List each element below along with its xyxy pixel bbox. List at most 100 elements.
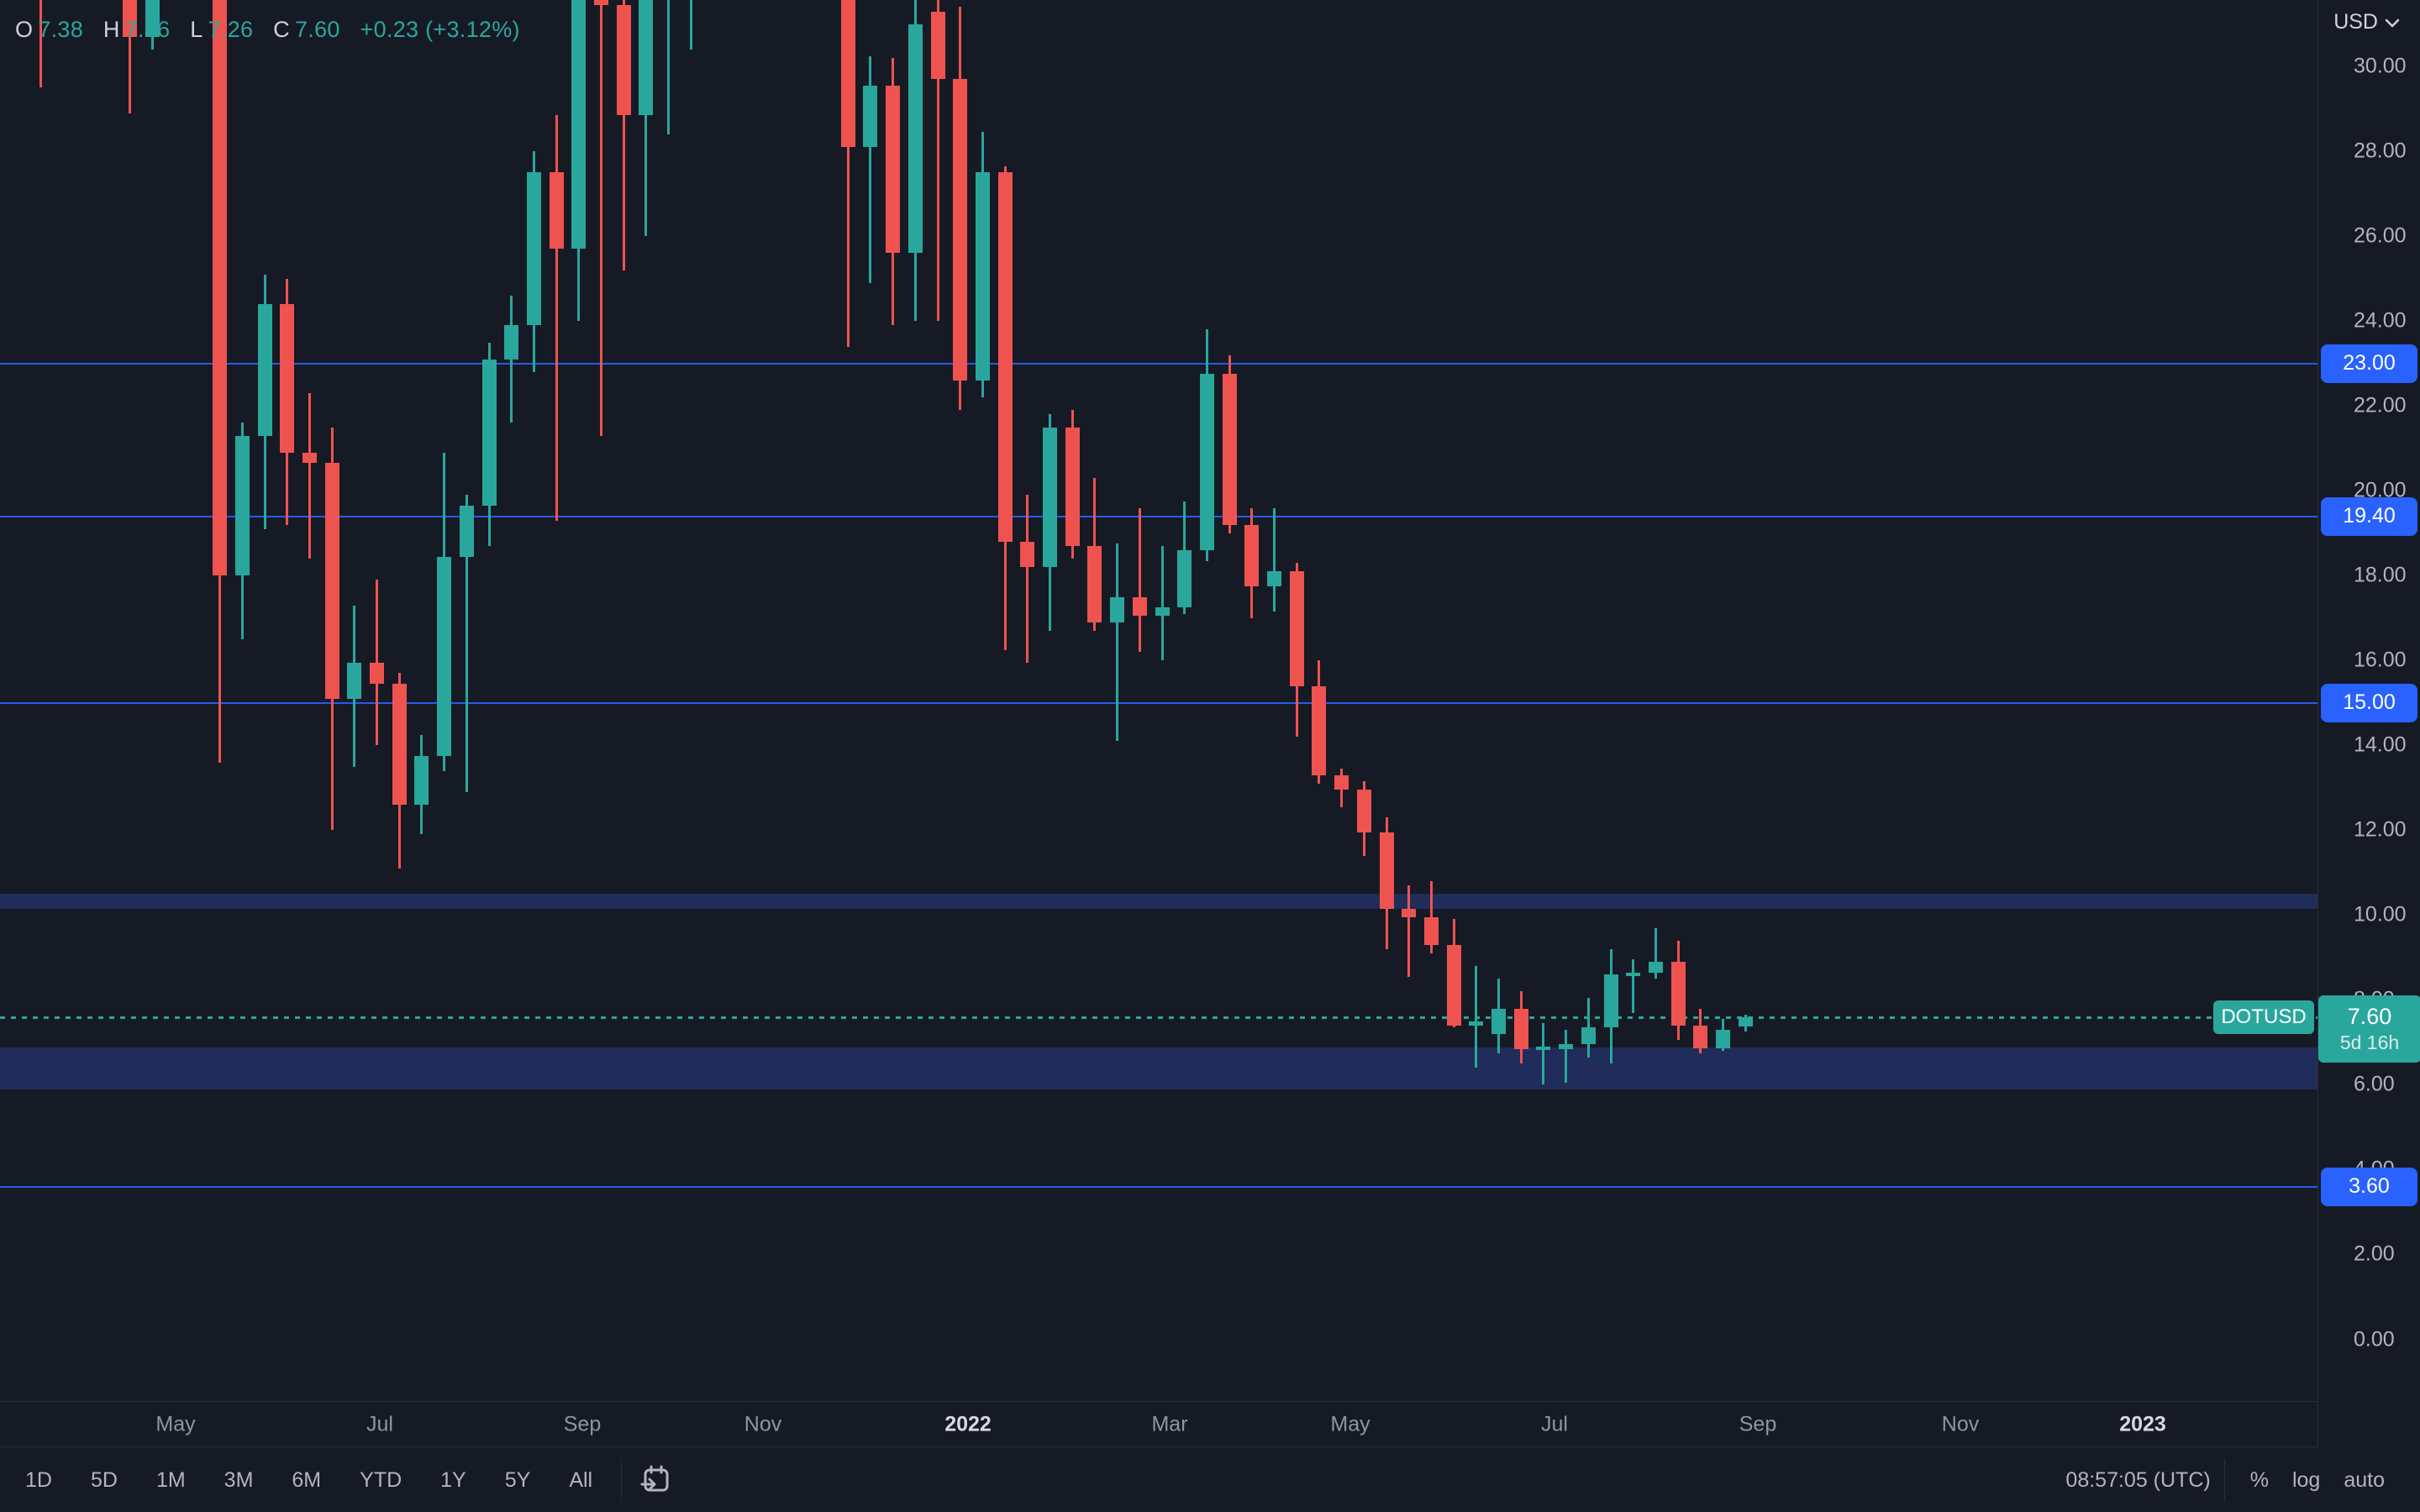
legend-change: +0.23 (+3.12%) bbox=[360, 17, 520, 42]
candle-wick bbox=[936, 0, 939, 322]
legend-low-value: 7.26 bbox=[208, 17, 254, 42]
candle-body bbox=[302, 452, 317, 464]
candle-body bbox=[1536, 1046, 1551, 1050]
candle-body bbox=[280, 304, 295, 453]
candle-wick bbox=[600, 0, 602, 436]
time-axis-month-label: Jul bbox=[1541, 1412, 1568, 1436]
price-level-line[interactable] bbox=[0, 362, 2317, 365]
legend-high-value: 7.66 bbox=[124, 17, 171, 42]
range-button-all[interactable]: All bbox=[569, 1467, 593, 1492]
price-level-label: 15.00 bbox=[2321, 683, 2417, 722]
chevron-down-icon bbox=[2385, 18, 2400, 28]
candle-wick bbox=[1026, 495, 1029, 663]
range-button-5d[interactable]: 5D bbox=[90, 1467, 118, 1492]
candle-body bbox=[1267, 571, 1281, 586]
candle-wick bbox=[39, 0, 42, 88]
candle-body bbox=[1423, 916, 1439, 945]
calendar-goto-icon bbox=[640, 1465, 669, 1492]
candle-wick bbox=[1475, 966, 1478, 1068]
price-tick-label: 2.00 bbox=[2354, 1242, 2395, 1266]
candle-body bbox=[997, 172, 1013, 542]
candle-body bbox=[1312, 685, 1327, 775]
price-tick-label: 18.00 bbox=[2354, 563, 2407, 587]
candle-body bbox=[1670, 961, 1686, 1026]
candle-body bbox=[370, 662, 384, 685]
candle-body bbox=[930, 11, 945, 80]
candle-body bbox=[1581, 1027, 1596, 1045]
current-price-dotted-line bbox=[0, 1016, 2317, 1019]
price-level-label: 19.40 bbox=[2321, 496, 2417, 536]
log-scale-button[interactable]: log bbox=[2291, 1467, 2321, 1492]
price-level-line[interactable] bbox=[0, 515, 2317, 517]
candle-wick bbox=[1654, 927, 1657, 979]
candle-wick bbox=[465, 495, 468, 792]
candle-body bbox=[526, 172, 541, 326]
go-to-date-button[interactable] bbox=[637, 1462, 674, 1499]
range-button-1y[interactable]: 1Y bbox=[440, 1467, 466, 1492]
candle-body bbox=[1132, 596, 1147, 617]
candle-wick bbox=[644, 0, 648, 237]
candle-body bbox=[1716, 1029, 1730, 1049]
candle-body bbox=[481, 359, 497, 506]
range-button-5y[interactable]: 5Y bbox=[504, 1467, 531, 1492]
candle-body bbox=[908, 24, 923, 254]
candle-body bbox=[1738, 1016, 1753, 1026]
price-tick-label: 26.00 bbox=[2354, 223, 2407, 248]
candle-body bbox=[1603, 974, 1618, 1028]
candle-body bbox=[953, 79, 968, 381]
candle-body bbox=[1469, 1021, 1484, 1026]
currency-dropdown[interactable]: USD bbox=[2333, 10, 2400, 34]
range-button-3m[interactable]: 3M bbox=[224, 1467, 254, 1492]
price-tick-label: 6.00 bbox=[2354, 1072, 2395, 1096]
price-tick-label: 12.00 bbox=[2354, 817, 2407, 842]
candle-body bbox=[1289, 571, 1304, 686]
candle-wick bbox=[1429, 880, 1433, 953]
candle-body bbox=[324, 463, 339, 699]
range-button-1d[interactable]: 1D bbox=[25, 1467, 52, 1492]
range-button-6m[interactable]: 6M bbox=[292, 1467, 322, 1492]
clock-timezone-button[interactable]: 08:57:05 (UTC) bbox=[2065, 1467, 2211, 1492]
candle-body bbox=[504, 325, 519, 360]
price-axis[interactable]: USD 30.00 28.00 26.00 24.00 22.00 20.00 18.00 1… bbox=[2317, 0, 2420, 1447]
time-axis-month-label: Sep bbox=[1739, 1412, 1777, 1436]
price-level-line[interactable] bbox=[0, 701, 2317, 704]
candle-body bbox=[1379, 832, 1394, 909]
range-button-ytd[interactable]: YTD bbox=[360, 1467, 402, 1492]
time-axis-month-label: May bbox=[155, 1412, 196, 1436]
toolbar-divider bbox=[621, 1458, 623, 1502]
candle-body bbox=[1087, 545, 1102, 622]
time-axis-month-label: May bbox=[1330, 1412, 1370, 1436]
time-axis-month-label: Jul bbox=[366, 1412, 393, 1436]
symbol-price-marker: DOTUSD bbox=[2213, 1000, 2314, 1034]
candle-body bbox=[1626, 972, 1641, 976]
candle-body bbox=[1065, 427, 1080, 546]
candle-body bbox=[1559, 1044, 1574, 1049]
auto-scale-button[interactable]: auto bbox=[2344, 1467, 2385, 1492]
candle-body bbox=[257, 304, 272, 436]
time-axis[interactable]: May Jul Sep Nov 2022 Mar May Jul Sep Nov 2023 bbox=[0, 1401, 2420, 1447]
candle-wick bbox=[1407, 885, 1411, 977]
price-level-line[interactable] bbox=[0, 1185, 2317, 1188]
candle-body bbox=[886, 85, 901, 254]
candle-body bbox=[1446, 944, 1461, 1026]
range-button-group: 1D 5D 1M 3M 6M YTD 1Y 5Y All bbox=[0, 1460, 606, 1501]
range-button-1m[interactable]: 1M bbox=[155, 1467, 186, 1492]
candle-body bbox=[1693, 1025, 1708, 1049]
candle-body bbox=[549, 172, 564, 249]
price-tick-label: 30.00 bbox=[2354, 54, 2407, 78]
candle-body bbox=[1244, 524, 1260, 586]
candle-wick bbox=[689, 0, 692, 50]
legend-high-key: H bbox=[103, 17, 120, 42]
current-price-value: 7.60 bbox=[2347, 1003, 2392, 1029]
candlestick-chart-area[interactable] bbox=[0, 0, 2317, 1401]
candle-wick bbox=[622, 0, 625, 270]
candle-body bbox=[616, 4, 631, 116]
percent-scale-button[interactable]: % bbox=[2249, 1467, 2269, 1492]
candle-wick bbox=[510, 295, 513, 423]
candle-body bbox=[213, 0, 228, 576]
candle-body bbox=[1110, 596, 1125, 622]
candle-wick bbox=[1116, 543, 1119, 742]
ohlc-legend: O 7.38 H 7.66 L 7.26 C 7.60 +0.23 (+3.12%) bbox=[15, 17, 525, 43]
time-axis-month-label: Nov bbox=[744, 1412, 782, 1436]
candle-body bbox=[123, 0, 138, 37]
